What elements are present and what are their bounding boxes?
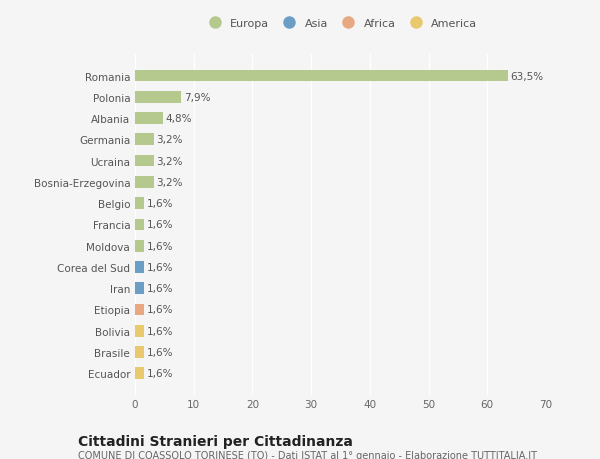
Text: 1,6%: 1,6% [147, 347, 173, 357]
Bar [135, 325, 145, 337]
Text: 1,6%: 1,6% [147, 326, 173, 336]
Bar [135, 134, 154, 146]
Bar [135, 347, 145, 358]
Bar [135, 177, 154, 188]
Text: 3,2%: 3,2% [156, 178, 182, 187]
Text: 1,6%: 1,6% [147, 369, 173, 379]
Legend: Europa, Asia, Africa, America: Europa, Asia, Africa, America [201, 17, 480, 31]
Bar [135, 304, 145, 316]
Bar [135, 113, 163, 125]
Text: 1,6%: 1,6% [147, 305, 173, 315]
Bar [135, 156, 154, 167]
Text: COMUNE DI COASSOLO TORINESE (TO) - Dati ISTAT al 1° gennaio - Elaborazione TUTTI: COMUNE DI COASSOLO TORINESE (TO) - Dati … [78, 450, 537, 459]
Bar [135, 219, 145, 231]
Bar [135, 283, 145, 294]
Bar [135, 198, 145, 209]
Text: 3,2%: 3,2% [156, 156, 182, 166]
Text: 1,6%: 1,6% [147, 220, 173, 230]
Text: 7,9%: 7,9% [184, 93, 210, 102]
Text: 3,2%: 3,2% [156, 135, 182, 145]
Bar [135, 92, 181, 103]
Text: 63,5%: 63,5% [510, 71, 544, 81]
Text: Cittadini Stranieri per Cittadinanza: Cittadini Stranieri per Cittadinanza [78, 434, 353, 448]
Text: 1,6%: 1,6% [147, 263, 173, 272]
Bar [135, 262, 145, 273]
Text: 1,6%: 1,6% [147, 284, 173, 294]
Text: 4,8%: 4,8% [166, 114, 192, 124]
Bar [135, 368, 145, 379]
Bar [135, 71, 508, 82]
Text: 1,6%: 1,6% [147, 199, 173, 209]
Text: 1,6%: 1,6% [147, 241, 173, 251]
Bar [135, 241, 145, 252]
